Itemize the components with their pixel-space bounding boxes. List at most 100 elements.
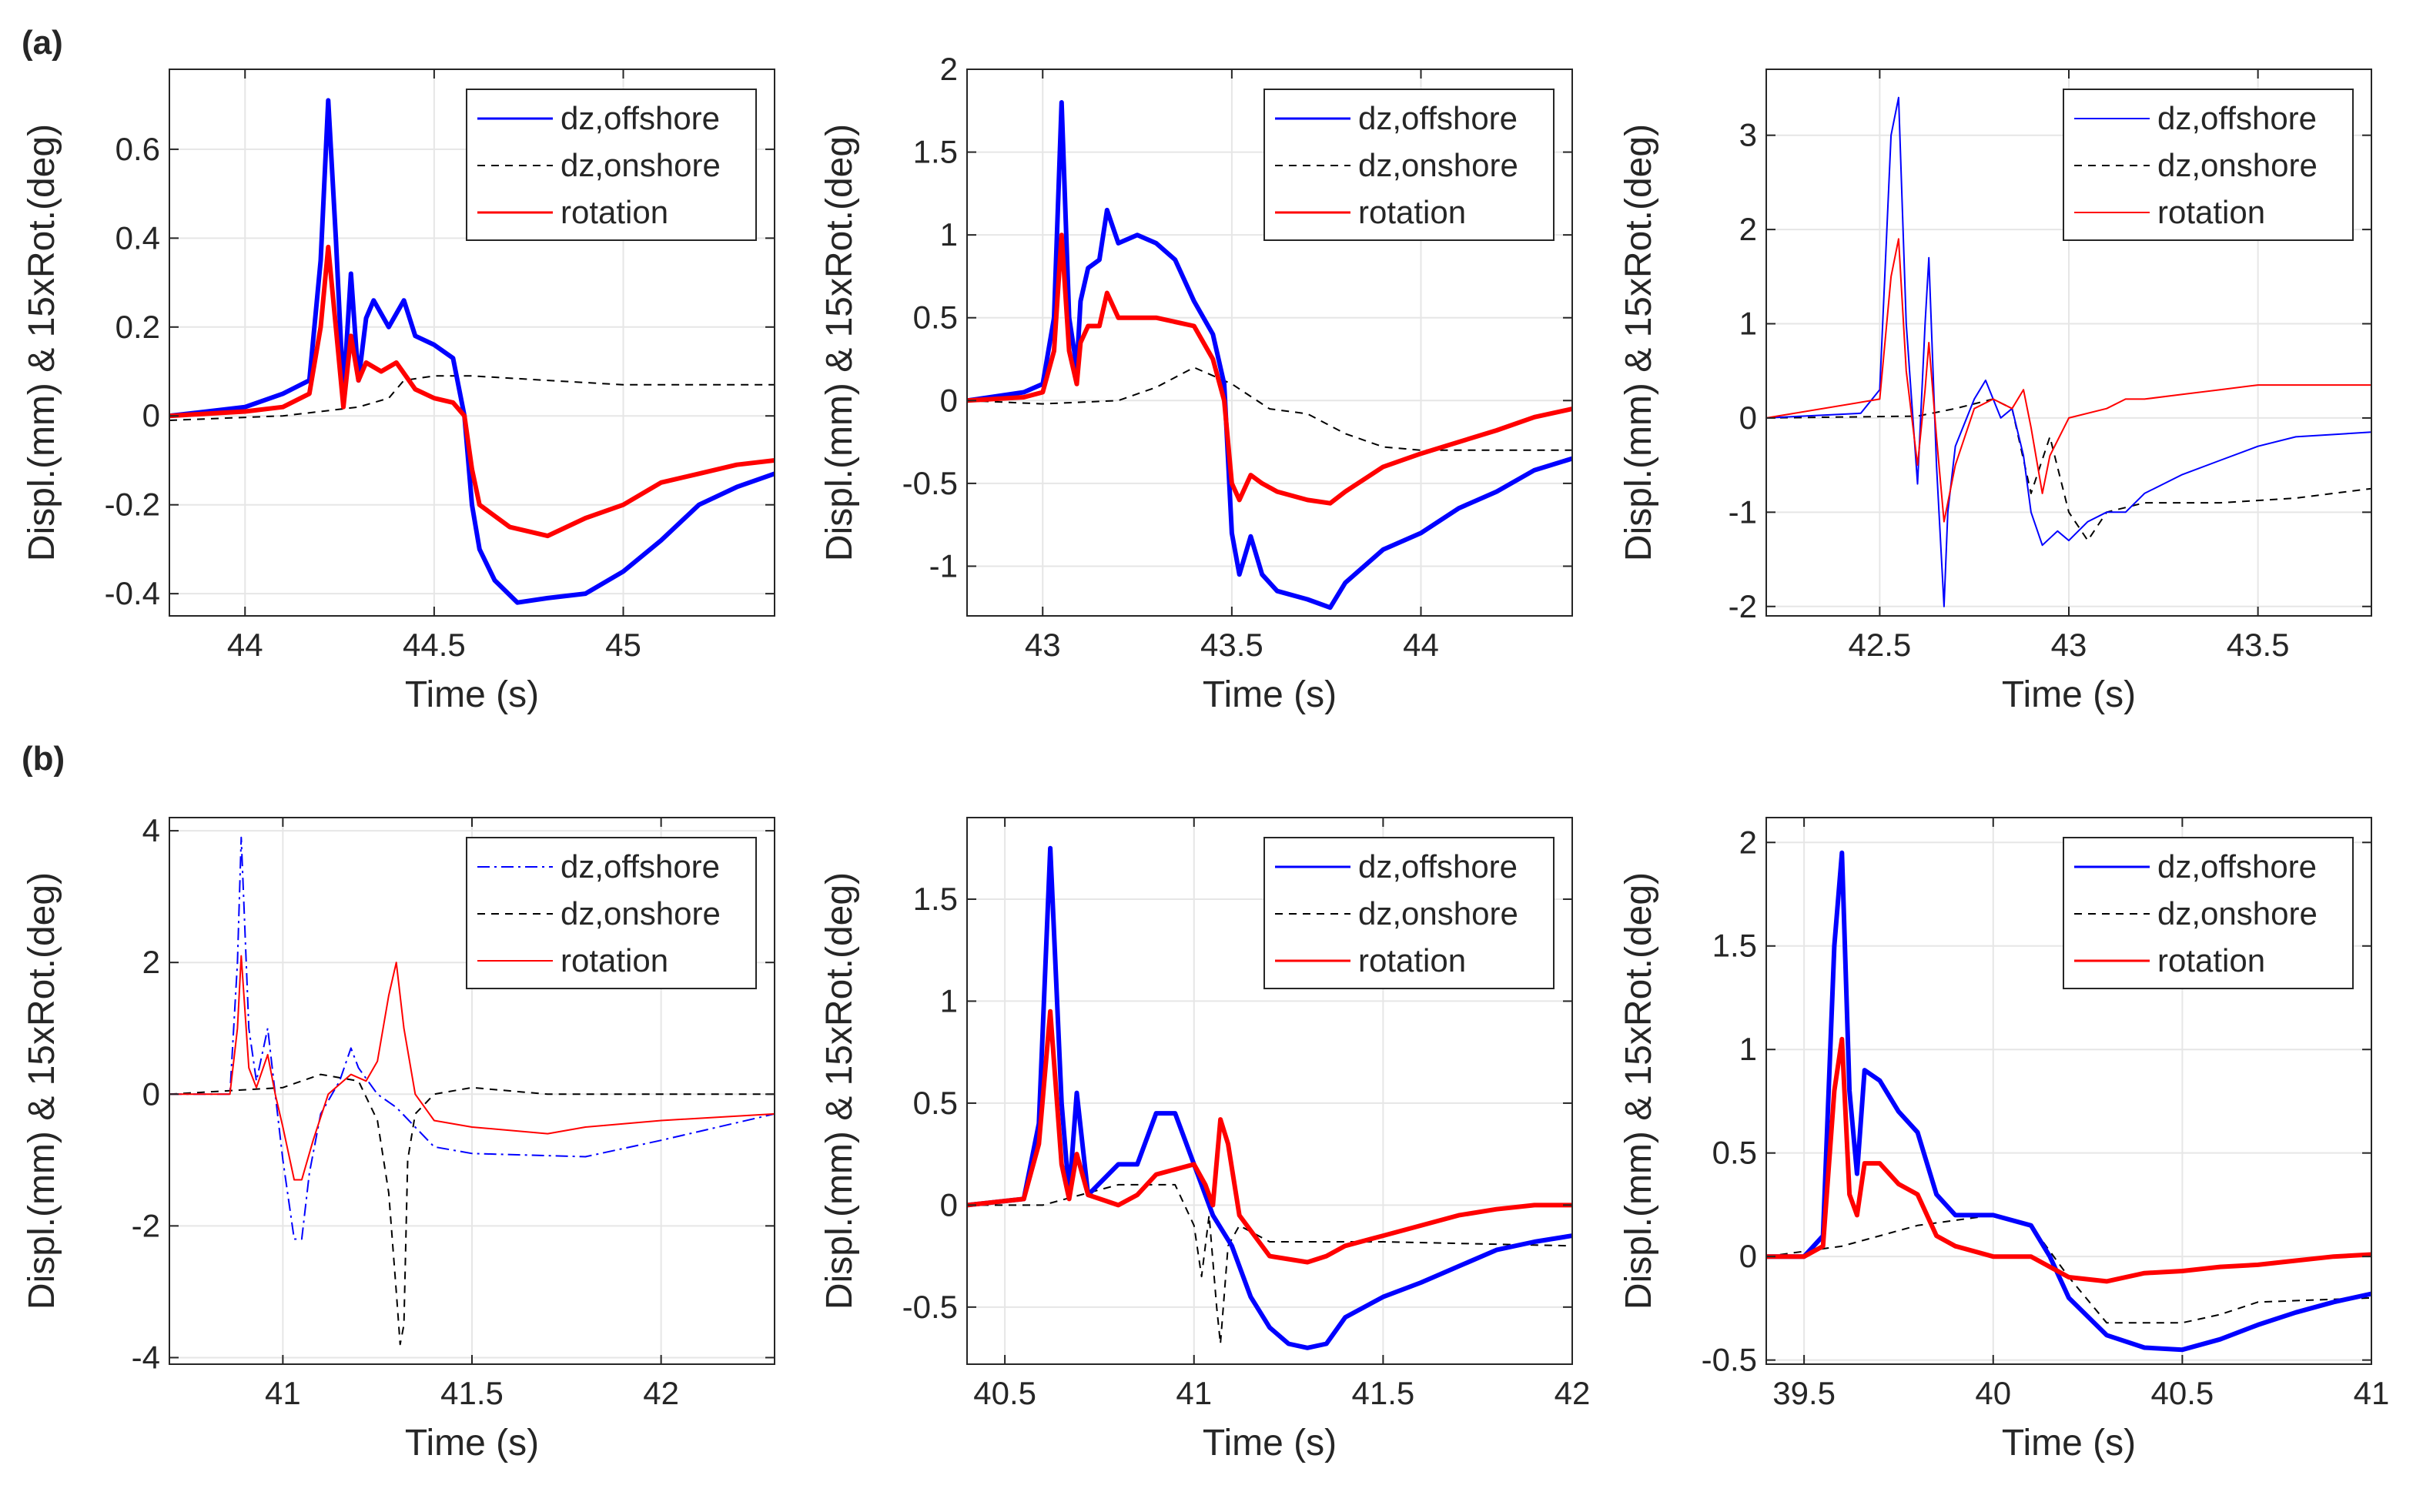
- legend-label: dz,onshore: [561, 147, 721, 183]
- x-tick-label: 41: [1176, 1375, 1212, 1411]
- y-tick-label: 0: [940, 1186, 958, 1223]
- y-tick-label: 0.2: [115, 309, 160, 345]
- y-tick-label: 0.5: [1712, 1135, 1757, 1171]
- legend-label: dz,offshore: [2157, 848, 2317, 885]
- legend: dz,offshore dz,onshore rotation: [2063, 89, 2354, 241]
- series-group: [1766, 850, 2371, 1353]
- x-tick-label: 42.5: [1849, 627, 1912, 663]
- x-tick-label: 39.5: [1772, 1375, 1836, 1411]
- series-line-dz-offshore: [169, 836, 775, 1240]
- y-tick-label: -1: [1729, 493, 1757, 530]
- legend-label: rotation: [561, 194, 668, 230]
- legend-box: [1263, 89, 1555, 241]
- y-tick-label: 0: [142, 397, 160, 433]
- y-tick-label: 0.5: [913, 1085, 958, 1121]
- y-tick-label: -0.4: [105, 575, 160, 611]
- series-line-dz-onshore: [1766, 398, 2371, 542]
- series-line-dz-offshore: [1766, 96, 2371, 607]
- y-tick-label: 1: [1739, 306, 1757, 342]
- x-tick-label: 44.5: [403, 627, 466, 663]
- x-axis-label: Time (s): [405, 674, 539, 715]
- y-tick-label: 0: [142, 1075, 160, 1112]
- y-tick-label: 1: [940, 982, 958, 1019]
- x-tick-label: 43.5: [2227, 627, 2290, 663]
- x-tick-label: 43: [2051, 627, 2087, 663]
- x-axis-label: Time (s): [1203, 674, 1337, 715]
- x-tick-label: 44: [1403, 627, 1439, 663]
- y-tick-label: 4: [142, 812, 160, 848]
- legend-label: rotation: [1358, 194, 1466, 230]
- legend-label: rotation: [1358, 942, 1466, 978]
- y-tick-label: 0: [1739, 1238, 1757, 1274]
- x-axis-label: Time (s): [2002, 1423, 2136, 1463]
- x-axis-label: Time (s): [2002, 674, 2136, 715]
- legend: dz,offshore dz,onshore rotation: [2063, 837, 2354, 989]
- legend-label: dz,onshore: [2157, 147, 2318, 183]
- y-tick-label: 2: [1739, 824, 1757, 860]
- legend-label: dz,onshore: [1358, 147, 1518, 183]
- x-tick-label: 45: [605, 627, 641, 663]
- y-tick-label: 2: [940, 51, 958, 87]
- x-tick-label: 40.5: [973, 1375, 1036, 1411]
- legend-label: dz,offshore: [1358, 848, 1518, 885]
- y-tick-label: -1: [929, 547, 958, 584]
- legend-box: [1263, 837, 1555, 989]
- series-line-rotation: [169, 955, 775, 1181]
- y-tick-label: 0.4: [115, 219, 160, 256]
- y-axis-label: Displ.(mm) & 15xRot.(deg): [819, 124, 860, 561]
- series-line-rotation: [1766, 238, 2371, 523]
- legend: dz,offshore dz,onshore rotation: [466, 837, 757, 989]
- legend-label: dz,onshore: [1358, 895, 1518, 932]
- series-group: [169, 98, 775, 605]
- legend-box: [466, 89, 757, 241]
- x-tick-label: 42: [643, 1375, 679, 1411]
- series-line-dz-offshore: [169, 98, 775, 605]
- panels: 44 44.5 45 -0.4 -0.2 0 0.2 0.4 0.6 Time (s) Displ.…: [22, 51, 2389, 1463]
- x-axis-label: Time (s): [405, 1423, 539, 1463]
- y-tick-label: 2: [142, 944, 160, 980]
- x-tick-label: 44: [227, 627, 263, 663]
- y-tick-label: 0.5: [913, 299, 958, 336]
- y-tick-label: -4: [132, 1339, 160, 1375]
- x-tick-label: 40.5: [2151, 1375, 2214, 1411]
- x-tick-label: 43.5: [1200, 627, 1263, 663]
- legend-box: [2063, 89, 2354, 241]
- series-line-dz-onshore: [169, 1073, 775, 1346]
- y-tick-label: -0.2: [105, 487, 160, 523]
- series-group: [967, 100, 1572, 610]
- y-axis-label: Displ.(mm) & 15xRot.(deg): [819, 872, 860, 1310]
- legend-label: dz,offshore: [561, 848, 720, 885]
- y-tick-label: 1.5: [913, 881, 958, 917]
- x-axis-label: Time (s): [1203, 1423, 1337, 1463]
- legend-label: dz,offshore: [2157, 100, 2317, 136]
- y-tick-label: -0.5: [902, 1289, 958, 1325]
- legend-label: rotation: [2157, 942, 2265, 978]
- series-line-dz-offshore: [967, 845, 1572, 1350]
- series-line-rotation: [967, 232, 1572, 506]
- legend-label: rotation: [2157, 194, 2265, 230]
- y-tick-label: -2: [132, 1207, 160, 1243]
- y-axis-label: Displ.(mm) & 15xRot.(deg): [22, 124, 62, 561]
- chart-panel-4: 41 41.5 42 -4 -2 0 2 4 Time (s) Displ.(mm) & 15xR…: [22, 812, 775, 1463]
- legend-label: dz,onshore: [2157, 895, 2318, 932]
- series-line-dz-onshore: [967, 366, 1572, 451]
- chart-panel-2: 43 43.5 44 -1 -0.5 0 0.5 1 1.5 2 Time (s) Displ.(mm…: [819, 51, 1573, 715]
- y-tick-label: 1.5: [913, 134, 958, 170]
- y-axis-label: Displ.(mm) & 15xRot.(deg): [1618, 124, 1659, 561]
- y-tick-label: -0.5: [902, 465, 958, 501]
- x-tick-label: 40: [1975, 1375, 2011, 1411]
- series-line-dz-offshore: [967, 100, 1572, 610]
- y-tick-label: 1.5: [1712, 928, 1757, 964]
- legend-label: dz,offshore: [561, 100, 720, 136]
- row-label-b: (b): [22, 740, 65, 778]
- series-line-dz-onshore: [169, 375, 775, 421]
- y-tick-label: 1: [1739, 1031, 1757, 1067]
- legend-label: dz,onshore: [561, 895, 721, 932]
- series-group: [169, 836, 775, 1346]
- series-line-rotation: [967, 1009, 1572, 1265]
- x-tick-label: 43: [1025, 627, 1061, 663]
- y-tick-label: 0: [940, 382, 958, 418]
- y-tick-label: 2: [1739, 211, 1757, 247]
- y-tick-label: 3: [1739, 117, 1757, 153]
- axes-box: [169, 69, 775, 617]
